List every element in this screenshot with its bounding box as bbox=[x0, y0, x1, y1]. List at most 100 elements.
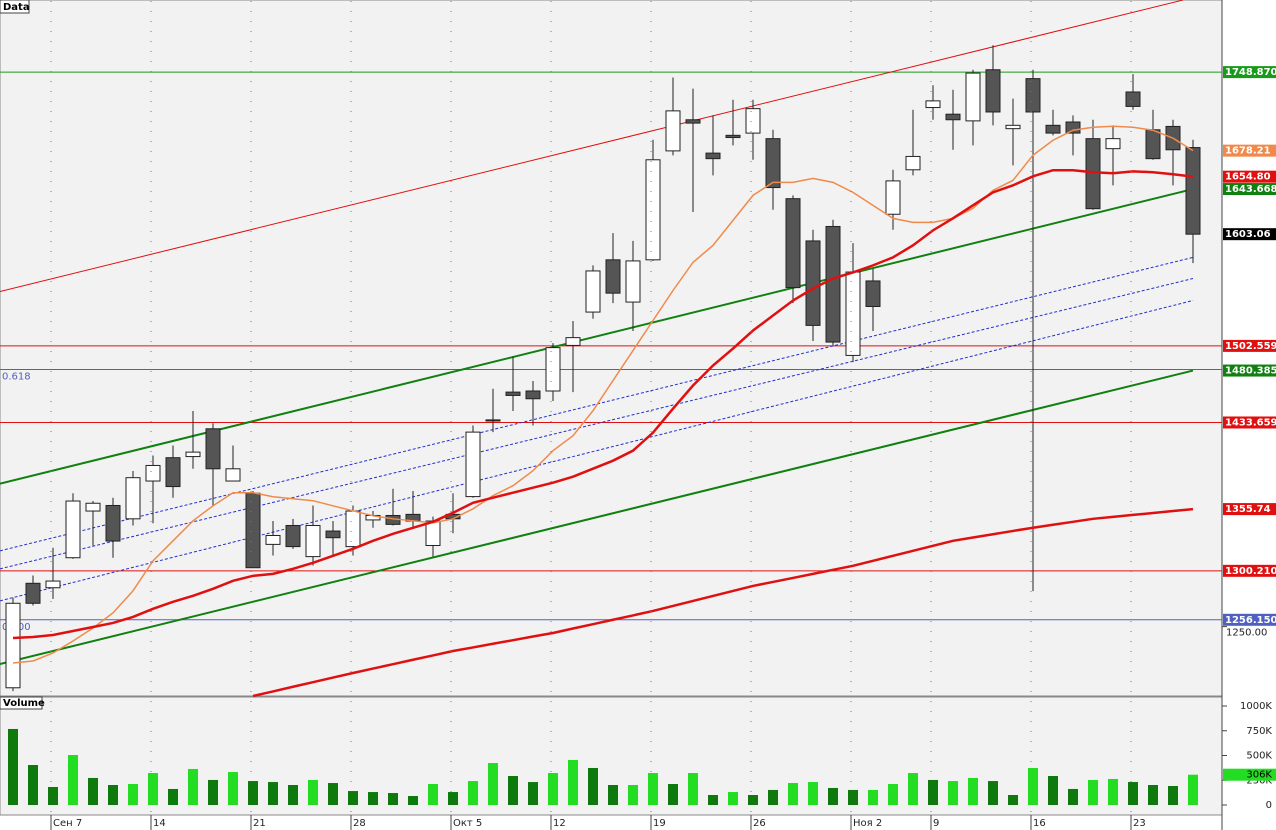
level-label: 1480.3850 bbox=[1225, 366, 1276, 377]
volume-bar bbox=[728, 792, 738, 805]
volume-bar bbox=[808, 782, 818, 805]
candle-body bbox=[465, 431, 481, 498]
candle-body bbox=[1185, 147, 1201, 235]
level-tag bbox=[1223, 503, 1276, 516]
level-label: 1433.6599 bbox=[1225, 417, 1276, 428]
y-tick-label: 0 bbox=[1266, 800, 1272, 811]
level-label: 1300.2100 bbox=[1225, 566, 1276, 577]
trend-line bbox=[0, 188, 1194, 485]
candle-body bbox=[605, 259, 621, 294]
panel-title: Volume bbox=[3, 698, 45, 709]
candle-body bbox=[505, 391, 521, 396]
candle-body bbox=[1065, 121, 1081, 134]
y-tick-label: 1250.00 bbox=[1226, 628, 1267, 639]
trend-line bbox=[0, 0, 1184, 292]
volume-bar bbox=[88, 777, 98, 805]
volume-bar bbox=[768, 789, 778, 805]
candle-body bbox=[565, 337, 581, 346]
volume-bar bbox=[68, 755, 78, 805]
candle-body bbox=[225, 468, 241, 482]
volume-bar bbox=[468, 781, 478, 805]
panel-tag bbox=[0, 696, 43, 710]
candle-body bbox=[765, 138, 781, 189]
axis-panel bbox=[1222, 0, 1276, 830]
level-tag bbox=[1223, 416, 1276, 429]
x-tick-label: 19 bbox=[653, 818, 666, 829]
candle-body bbox=[425, 520, 441, 546]
candle-body bbox=[325, 530, 341, 539]
candle-body bbox=[5, 602, 21, 689]
candle-body bbox=[245, 492, 261, 569]
x-tick-label: 12 bbox=[553, 818, 566, 829]
volume-bar bbox=[888, 784, 898, 805]
volume-bar bbox=[628, 785, 638, 805]
volume-bar bbox=[508, 775, 518, 805]
candle-body bbox=[25, 582, 41, 604]
candle-body bbox=[1005, 124, 1021, 130]
level-tag bbox=[1223, 364, 1276, 377]
level-tag bbox=[1223, 613, 1276, 626]
level-tag bbox=[1223, 144, 1276, 157]
candle-body bbox=[1145, 129, 1161, 160]
candle-body bbox=[745, 108, 761, 134]
level-label: 1643.6689 bbox=[1225, 184, 1276, 195]
candle-body bbox=[905, 155, 921, 171]
level-label: 1502.5599 bbox=[1225, 341, 1276, 352]
y-tick-label: 500K bbox=[1246, 751, 1272, 762]
candle-body bbox=[965, 72, 981, 122]
candle-body bbox=[105, 504, 121, 542]
volume-bar bbox=[748, 795, 758, 805]
x-tick-label: Окт 5 bbox=[453, 818, 482, 829]
volume-bar bbox=[488, 763, 498, 805]
x-tick-label: 21 bbox=[253, 818, 266, 829]
volume-bar bbox=[148, 773, 158, 805]
candle-body bbox=[705, 152, 721, 160]
fib-label: 0.618 bbox=[2, 372, 31, 383]
candle-body bbox=[845, 271, 861, 356]
volume-bar bbox=[1168, 785, 1178, 805]
volume-bar bbox=[28, 765, 38, 805]
volume-bar bbox=[1008, 795, 1018, 805]
volume-bar bbox=[108, 785, 118, 805]
candle-body bbox=[85, 502, 101, 512]
volume-bar bbox=[648, 773, 658, 805]
volume-bar bbox=[568, 759, 578, 805]
volume-bar bbox=[188, 768, 198, 805]
volume-bar bbox=[228, 772, 238, 805]
candle-body bbox=[265, 534, 281, 545]
level-tag bbox=[1223, 339, 1276, 352]
x-tick-label: Сен 7 bbox=[53, 818, 82, 829]
volume-bar bbox=[348, 791, 358, 805]
level-label: 1603.06 bbox=[1225, 229, 1271, 240]
volume-bar bbox=[248, 781, 258, 805]
x-tick-label: 16 bbox=[1033, 818, 1046, 829]
x-tick-label: 26 bbox=[753, 818, 766, 829]
x-tick-label: 14 bbox=[153, 818, 166, 829]
volume-bar bbox=[268, 782, 278, 805]
y-tick-label: 750K bbox=[1246, 726, 1272, 737]
candle-body bbox=[585, 270, 601, 313]
candle-body bbox=[945, 113, 961, 121]
volume-bar bbox=[668, 784, 678, 805]
level-label: 1256.1500 bbox=[1225, 615, 1276, 626]
volume-bar bbox=[328, 783, 338, 805]
volume-bar bbox=[948, 781, 958, 805]
panel-title: Data bbox=[3, 2, 30, 13]
x-tick-label: 9 bbox=[933, 818, 939, 829]
candle-body bbox=[145, 464, 161, 482]
volume-bar bbox=[908, 773, 918, 805]
candle-body bbox=[45, 580, 61, 589]
x-tick-label: 23 bbox=[1133, 818, 1146, 829]
volume-bar bbox=[448, 792, 458, 805]
candle-body bbox=[725, 134, 741, 139]
panel-tag bbox=[0, 0, 30, 14]
volume-bar bbox=[1128, 782, 1138, 805]
y-tick-label: 250K bbox=[1246, 775, 1272, 786]
level-label: 1355.74 bbox=[1225, 504, 1271, 515]
candle-body bbox=[985, 69, 1001, 113]
candle-body bbox=[305, 524, 321, 558]
ma-line bbox=[12, 168, 1194, 640]
volume-bar bbox=[868, 789, 878, 805]
volume-bar bbox=[608, 785, 618, 805]
level-tag bbox=[1223, 66, 1276, 79]
